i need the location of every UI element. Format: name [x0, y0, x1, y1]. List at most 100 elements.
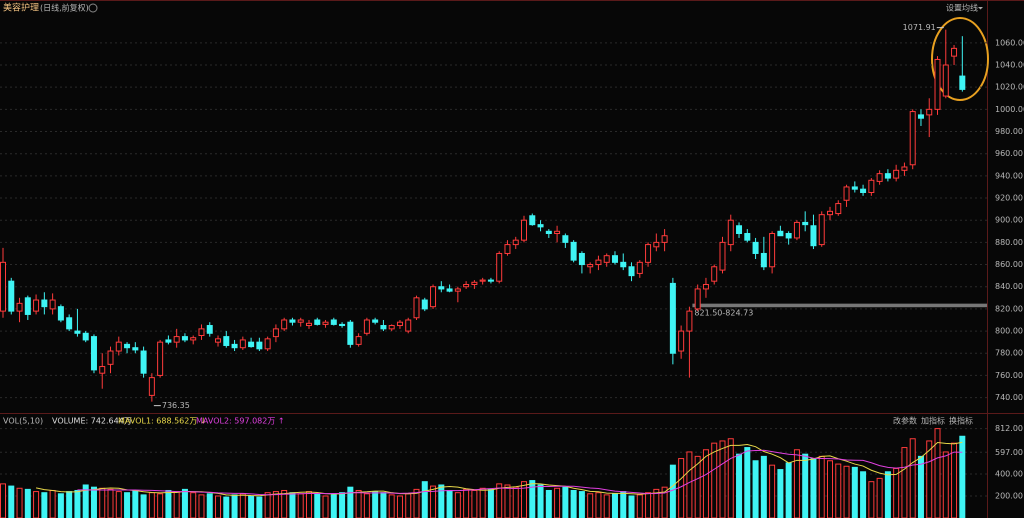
candle-body [570, 241, 577, 261]
volume-bar [90, 486, 97, 518]
ma-button[interactable]: 设置均线 [946, 3, 978, 13]
volume-bar [355, 489, 362, 518]
candle-body [363, 319, 370, 334]
volume-bar [272, 491, 279, 518]
volume-bar [719, 440, 726, 518]
volume-bar [49, 489, 56, 518]
y-tick-label: 860.00 [995, 260, 1023, 269]
indicator-button[interactable]: 改参数 [893, 416, 917, 426]
volume-bar [388, 494, 395, 518]
volume-bar [231, 494, 238, 518]
chart-title: 美容护理 [3, 2, 39, 14]
volume-bar [363, 493, 370, 518]
candle-body [851, 186, 858, 190]
candle-body [719, 241, 726, 271]
candle-body [372, 319, 379, 323]
candle-body [595, 259, 602, 266]
candle-body [578, 252, 585, 266]
volume-bar [66, 491, 73, 518]
volume-bar [248, 495, 255, 518]
candle-body [951, 47, 958, 57]
candle-body [314, 319, 321, 325]
candle-body [24, 297, 31, 315]
y-tick-label: 400.00 [995, 469, 1023, 478]
volume-bar [173, 491, 180, 518]
candle-body [876, 173, 883, 182]
volume-bar [322, 495, 329, 518]
volume-bar [421, 481, 428, 518]
candle-body [752, 241, 759, 254]
candle-body [339, 323, 346, 327]
volume-bar [157, 493, 164, 518]
candle-body [239, 339, 246, 349]
volume-bar [181, 488, 188, 518]
y-tick-label: 1060.00 [995, 38, 1024, 47]
volume-bar [777, 469, 784, 518]
candle-body [248, 341, 255, 348]
candle-body [562, 235, 569, 243]
volume-bar [694, 455, 701, 518]
y-tick-label: 800.00 [995, 327, 1023, 336]
range-label: 821.50-824.73 [694, 309, 753, 318]
volume-bar [471, 489, 478, 518]
indicator-button[interactable]: 换指标 [949, 416, 973, 426]
candle-body [264, 338, 271, 350]
candle-body [148, 377, 155, 396]
candle-body [405, 319, 412, 332]
volume-bar [711, 442, 718, 518]
volume-bar [0, 483, 6, 518]
candle-body [860, 188, 867, 193]
candle-body [165, 339, 172, 343]
indicator-button[interactable]: 加指标 [921, 416, 945, 426]
volume-bar [380, 492, 387, 518]
candle-body [694, 288, 701, 310]
volume-bar [702, 449, 709, 518]
candle-body [16, 302, 23, 312]
volume-bar [793, 449, 800, 518]
y-tick-label: 200.00 [995, 491, 1023, 500]
candle-body [537, 224, 544, 228]
volume-bar [305, 491, 312, 518]
candle-body [446, 288, 453, 292]
volume-bar [330, 494, 337, 518]
volume-bar [148, 492, 155, 518]
candle-body [82, 332, 89, 341]
candle-body [843, 186, 850, 201]
candle-body [554, 230, 561, 235]
volume-bar [868, 481, 875, 518]
volume-bar [264, 492, 271, 518]
candle-body [198, 328, 205, 337]
candle-body [33, 299, 40, 312]
volume-bar [206, 493, 213, 518]
y-tick-label: 880.00 [995, 238, 1023, 247]
volume-bar [818, 455, 825, 518]
y-tick-label: 920.00 [995, 194, 1023, 203]
candle-body [496, 252, 503, 282]
candle-body [479, 279, 486, 282]
y-tick-label: 940.00 [995, 171, 1023, 180]
volume-bar [860, 471, 867, 518]
volume-bar [917, 455, 924, 518]
settings-icon[interactable] [88, 3, 98, 13]
candle-body [810, 225, 817, 247]
volume-bar [835, 463, 842, 518]
candle-body [380, 325, 387, 330]
candle-body [430, 286, 437, 308]
volume-bar [545, 489, 552, 518]
candle-body [744, 233, 751, 241]
candle-body [909, 111, 916, 166]
candle-body [777, 230, 784, 237]
volume-bar [678, 458, 685, 518]
highlight-circle [931, 17, 989, 101]
candle-body [545, 230, 552, 235]
candle-body [272, 328, 279, 338]
candle-body [760, 252, 767, 268]
candle-body [206, 325, 213, 334]
volume-bar [893, 467, 900, 518]
y-tick-label: 960.00 [995, 149, 1023, 158]
candle-body [223, 336, 230, 346]
candle-body [827, 210, 833, 216]
volume-bar [934, 428, 941, 518]
